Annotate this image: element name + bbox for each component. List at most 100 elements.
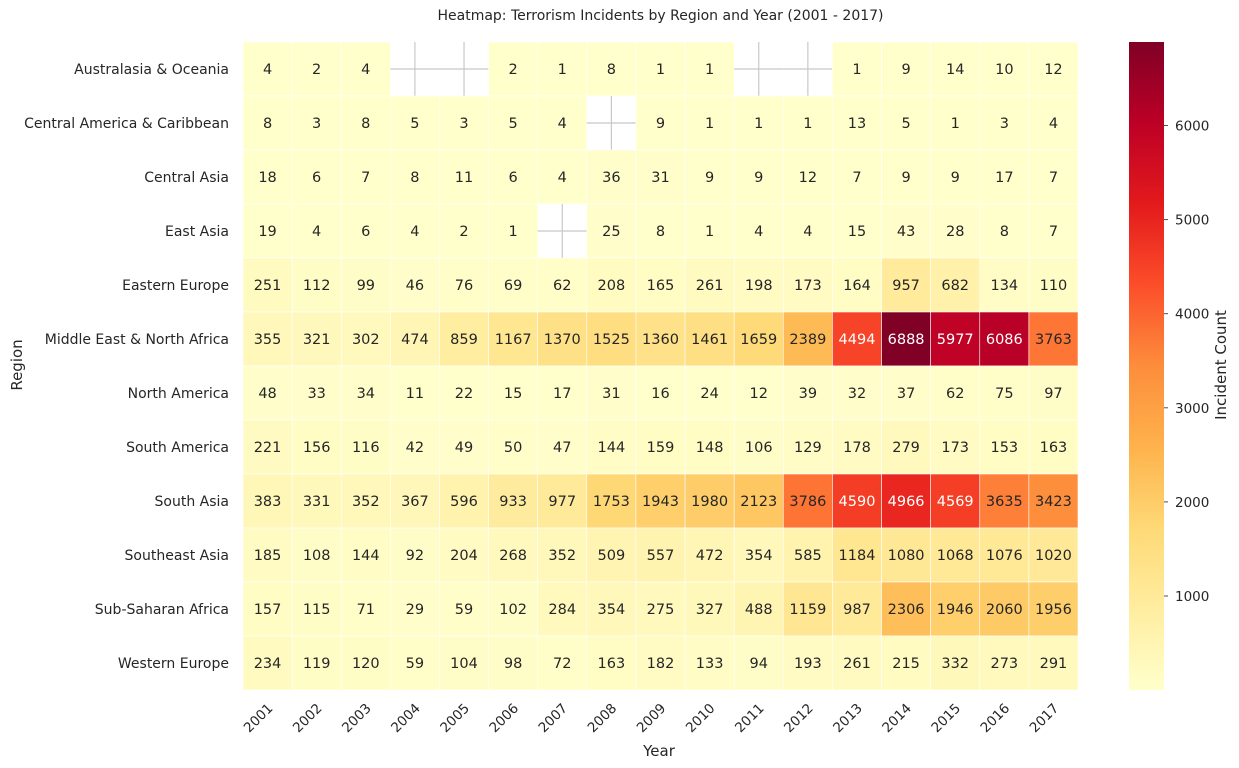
heatmap-cell [930,203,981,259]
heatmap-cell [930,311,981,367]
heatmap-cell [488,581,539,637]
heatmap-cell-value: 104 [450,656,478,672]
heatmap-cell [684,635,735,691]
heatmap-cell [733,311,784,367]
colorbar-gradient [1129,42,1164,690]
heatmap-cell-value: 106 [745,440,773,456]
heatmap-cell [242,203,293,259]
heatmap-cell [291,581,342,637]
heatmap-cell-value: 1159 [789,602,826,618]
x-tick-label: 2006 [486,701,522,737]
heatmap-cell [537,473,588,529]
x-tick-label: 2008 [585,701,621,737]
heatmap-cell-value: 279 [892,440,920,456]
heatmap-cell-value: 5 [509,116,518,132]
heatmap-cell [930,365,981,421]
heatmap-cell-value: 164 [843,278,871,294]
heatmap-cell-value: 1946 [937,602,974,618]
heatmap-cell-value: 6086 [986,332,1023,348]
heatmap-cell-value: 4569 [937,494,974,510]
heatmap-cell-value: 4 [1049,116,1058,132]
heatmap-cell-value: 3 [1000,116,1009,132]
heatmap-cell-value: 34 [357,386,375,402]
heatmap-cell [390,419,440,475]
heatmap-cell-value: 159 [647,440,675,456]
heatmap-cell [1028,257,1079,313]
heatmap-cell [390,527,440,583]
heatmap-cell [979,473,1030,529]
heatmap-cell-value: 268 [499,548,527,564]
heatmap-cell-value: 1980 [691,494,728,510]
heatmap-cell-value: 367 [401,494,429,510]
heatmap-cell-value: 352 [548,548,576,564]
heatmap-cell [979,419,1030,475]
heatmap-cell [782,95,833,151]
heatmap-cell-value: 11 [455,170,473,186]
heatmap-cell-value: 1 [705,224,714,240]
colorbar-tick-label: 5000 [1175,213,1209,229]
heatmap-cell-value: 31 [602,386,620,402]
y-tick-label: South America [126,440,229,456]
heatmap-cell [635,365,686,421]
heatmap-cell-value: 6 [312,170,321,186]
heatmap-cell-value: 108 [303,548,331,564]
heatmap-cell [439,365,489,421]
heatmap-cell [684,527,735,583]
heatmap-cell-value: 509 [598,548,626,564]
heatmap-cell-value: 134 [990,278,1018,294]
heatmap-cell [930,419,981,475]
heatmap-cell [390,203,440,259]
heatmap-cell [291,473,342,529]
heatmap-cell [782,365,833,421]
heatmap-cell [979,149,1030,205]
heatmap-cell [1028,365,1079,421]
heatmap-cell [291,365,342,421]
heatmap-cell-value: 596 [450,494,478,510]
heatmap-cell-value: 1 [705,116,714,132]
heatmap-cell-missing [390,42,440,96]
heatmap-cell-value: 165 [647,278,675,294]
heatmap-cell-value: 331 [303,494,331,510]
heatmap-cell [586,311,637,367]
heatmap-cell [390,635,440,691]
heatmap-cell-value: 3763 [1035,332,1072,348]
heatmap-cell-value: 273 [990,656,1018,672]
heatmap-cell [832,257,882,313]
heatmap-cell-value: 48 [258,386,276,402]
heatmap-cell-value: 291 [1040,656,1068,672]
heatmap-cell-value: 17 [995,170,1013,186]
y-tick-label: Western Europe [118,656,229,672]
heatmap-cell [586,203,637,259]
colorbar-tick-label: 4000 [1175,307,1209,323]
heatmap-cell-value: 3635 [986,494,1023,510]
heatmap-cell-missing [734,42,784,96]
x-tick-label: 2013 [830,701,866,737]
heatmap-cell [832,365,882,421]
heatmap-cell-value: 1370 [544,332,581,348]
heatmap-cell [635,41,686,97]
heatmap-cell [291,257,342,313]
colorbar-label: Incident Count [1212,310,1230,420]
heatmap-cell [782,257,833,313]
heatmap-cell [537,95,588,151]
heatmap-cell [881,257,931,313]
heatmap-cell-value: 144 [352,548,380,564]
heatmap-cell-value: 19 [258,224,276,240]
heatmap-cell-missing [439,42,489,96]
heatmap-cell-value: 472 [696,548,724,564]
heatmap-cell [242,635,293,691]
heatmap-cell [439,311,489,367]
colorbar-tick-label: 6000 [1175,119,1209,135]
heatmap-cell [733,95,784,151]
heatmap-cell [537,311,588,367]
heatmap-cell [439,635,489,691]
heatmap-cell-value: 1943 [642,494,679,510]
heatmap-cell-value: 198 [745,278,773,294]
heatmap-cell-value: 15 [848,224,866,240]
heatmap-cell-value: 119 [303,656,331,672]
heatmap-cell [439,527,489,583]
heatmap-cell [930,527,981,583]
heatmap-cell-missing [537,204,587,258]
heatmap-cell-value: 129 [794,440,822,456]
heatmap-cell-value: 9 [901,62,910,78]
